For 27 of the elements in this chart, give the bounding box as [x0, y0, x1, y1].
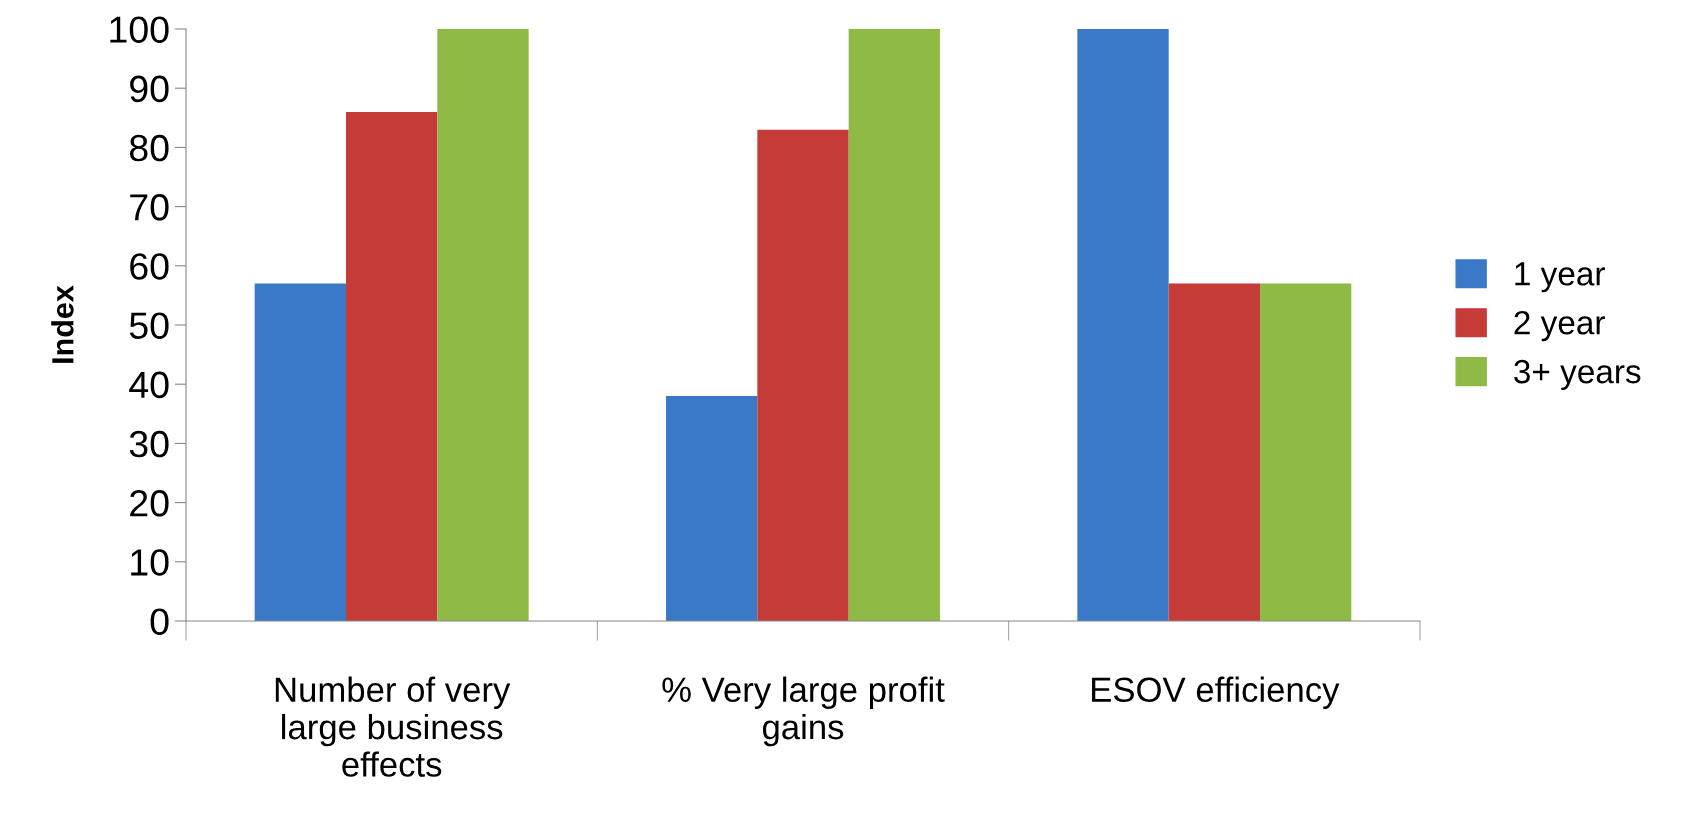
bar [1259, 283, 1352, 621]
y-tick-label: 90 [130, 75, 169, 103]
y-tick-label: 30 [129, 430, 169, 458]
bar [666, 396, 758, 621]
bar [346, 111, 438, 621]
y-tick-label: 100 [110, 16, 169, 43]
bar [254, 283, 347, 621]
y-tick-label: 70 [130, 194, 169, 221]
x-tick-label: Number of very large business effects [275, 676, 511, 777]
y-tick-label: 60 [130, 253, 169, 280]
legend-label: 2 year [1514, 310, 1605, 342]
bar [1077, 29, 1169, 621]
y-tick-label: 10 [131, 549, 169, 576]
y-tick-label: 40 [129, 371, 169, 399]
y-axis-title: Index [51, 285, 74, 363]
bar [848, 29, 940, 621]
x-tick-label: ESOV efficiency [1092, 676, 1340, 709]
bar [757, 129, 849, 621]
y-tick-label: 0 [150, 608, 169, 635]
y-tick-label: 50 [129, 312, 169, 339]
legend-label: 1 year [1515, 262, 1605, 293]
y-tick-label: 80 [129, 134, 169, 162]
y-tick-label: 20 [130, 490, 169, 517]
x-tick-label: % Very large profit gains [662, 676, 945, 747]
bar [437, 29, 529, 621]
legend-label: 3+ years [1514, 359, 1641, 391]
bar [1168, 283, 1260, 621]
